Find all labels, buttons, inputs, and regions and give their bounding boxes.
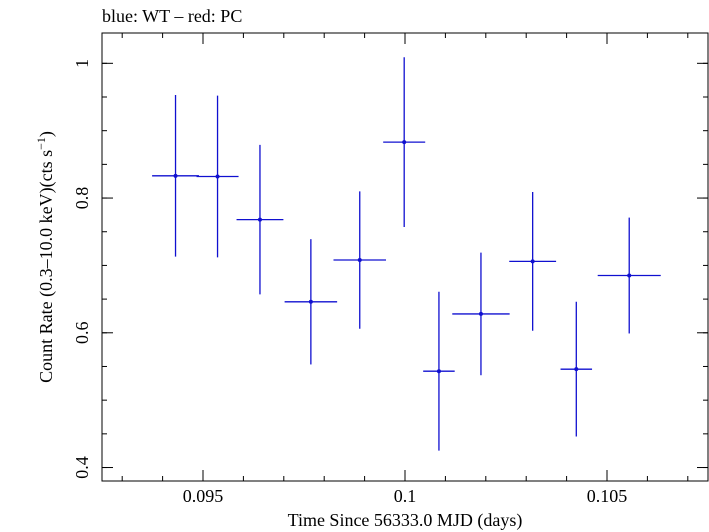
y-axis-title-main: Count Rate (0.3–10.0 keV)(cts s: [36, 150, 57, 383]
y-axis-title: Count Rate (0.3–10.0 keV)(cts s−1): [34, 131, 57, 383]
point-marker: [627, 273, 632, 278]
data-point: [236, 144, 284, 295]
point-marker: [173, 173, 178, 178]
x-tick-label: 0.1: [394, 486, 417, 506]
data-point: [196, 95, 239, 258]
x-tick-label: 0.105: [587, 486, 628, 506]
data-point: [383, 57, 426, 228]
data-point: [560, 301, 593, 437]
point-marker: [530, 259, 535, 264]
point-marker: [215, 174, 220, 179]
plot-frame: [101, 32, 709, 482]
point-marker: [402, 140, 407, 145]
y-tick-label: 0.8: [72, 187, 92, 210]
chart-title: blue: WT – red: PC: [102, 6, 242, 26]
data-point: [423, 291, 455, 451]
y-tick-label: 0.4: [72, 456, 92, 479]
point-marker: [257, 217, 262, 222]
y-tick-label: 0.6: [72, 322, 92, 345]
point-marker: [436, 369, 441, 374]
y-axis-title-sup: −1: [34, 137, 48, 150]
point-marker: [574, 367, 579, 372]
data-point: [152, 94, 199, 257]
axis-ticks: [102, 33, 708, 481]
tick-labels: 0.095 0.1 0.105 0.4 0.6 0.8 1: [72, 59, 627, 506]
data-point: [597, 217, 661, 334]
y-axis-title-close: ): [36, 131, 57, 137]
x-tick-label: 0.095: [183, 486, 224, 506]
x-axis-title: Time Since 56333.0 MJD (days): [288, 510, 523, 531]
point-marker: [308, 299, 313, 304]
point-marker: [478, 311, 483, 316]
y-tick-label: 1: [72, 59, 92, 68]
data-point: [333, 191, 387, 329]
point-marker: [357, 258, 362, 263]
data-point: [452, 252, 510, 376]
data-point: [509, 191, 557, 331]
data-points: [152, 57, 661, 451]
data-point: [284, 239, 338, 365]
